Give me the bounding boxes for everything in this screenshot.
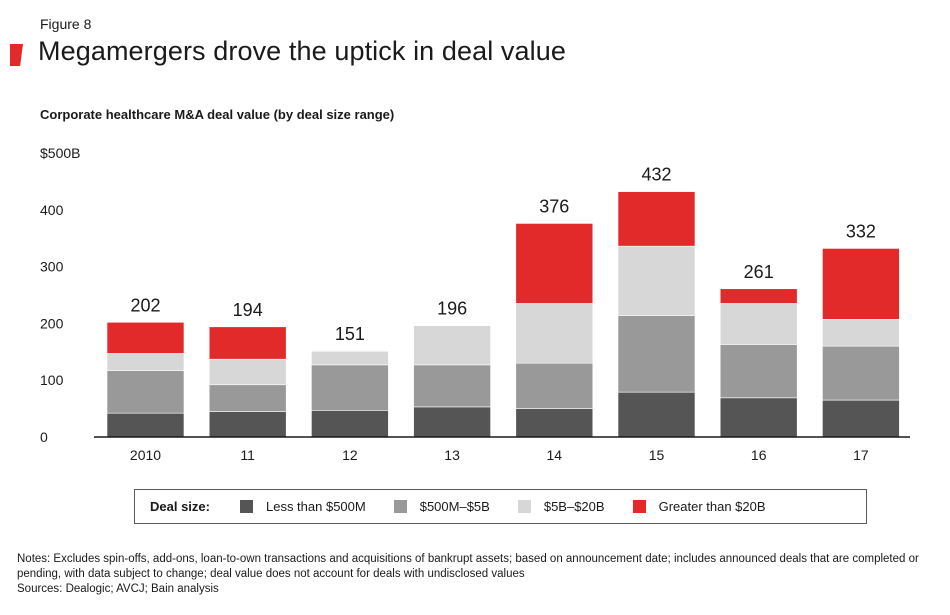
bar-segment-less-than-500m — [311, 410, 389, 438]
bain-flag-icon — [10, 44, 23, 66]
bar-segment-500m-5b — [413, 364, 491, 408]
bar-segment-less-than-500m — [719, 397, 798, 438]
bar-segment-greater-than-20b — [106, 321, 185, 354]
bar-segment-500m-5b — [719, 344, 798, 399]
legend-swatch-greater-than-20b — [632, 500, 646, 513]
notes: Notes: Excludes spin-offs, add-ons, loan… — [17, 552, 942, 597]
bar-segment-500m-5b — [822, 345, 900, 401]
bar-segment-greater-than-20b — [617, 191, 696, 247]
stacked-bar-chart: 0 100 200 300 400 $500B 202 2010 194 11 151 12 196 13… — [40, 145, 910, 463]
bar-segment-greater-than-20b — [208, 326, 287, 360]
bar-segment-less-than-500m — [413, 406, 491, 438]
legend-item-greater-than-20b: Greater than $20B — [632, 499, 766, 514]
bar-total-label: 196 — [437, 299, 467, 319]
legend-item-5b-20b: $5B–$20B — [517, 499, 605, 514]
bar-total-label: 261 — [744, 262, 774, 282]
bar-segment-500m-5b — [515, 362, 594, 409]
bar-total-label: 151 — [335, 324, 365, 344]
x-tick-label: 2010 — [130, 447, 161, 463]
y-tick-label: 200 — [40, 315, 64, 331]
y-tick-label: 100 — [40, 372, 64, 388]
bar-segment-5b-20b — [208, 358, 287, 386]
bar-segment-500m-5b — [617, 315, 696, 393]
legend-label-less-than-500m: Less than $500M — [265, 499, 366, 514]
bar-segment-greater-than-20b — [515, 223, 594, 304]
bar-segment-500m-5b — [311, 364, 389, 411]
bar-segment-less-than-500m — [617, 391, 696, 438]
bar-segment-500m-5b — [208, 384, 287, 412]
legend-swatch-500m-5b — [393, 500, 407, 513]
figure-label: Figure 8 — [40, 16, 92, 32]
bar-total-label: 432 — [641, 165, 671, 185]
bar-total-label: 202 — [130, 295, 160, 315]
bar-segment-less-than-500m — [822, 399, 900, 438]
bar-segment-5b-20b — [311, 350, 389, 366]
bar-segment-5b-20b — [822, 319, 900, 347]
y-tick-label: 300 — [40, 259, 64, 275]
bar-segment-greater-than-20b — [822, 248, 900, 320]
bar-segment-5b-20b — [106, 353, 185, 371]
bar-total-label: 332 — [846, 221, 876, 241]
x-tick-label: 17 — [853, 447, 869, 463]
x-tick-label: 14 — [547, 447, 563, 463]
notes-line-1: Notes: Excludes spin-offs, add-ons, loan… — [17, 553, 919, 565]
legend-swatch-5b-20b — [517, 500, 531, 513]
sources-line: Sources: Dealogic; AVCJ; Bain analysis — [17, 583, 219, 595]
legend-label-5b-20b: $5B–$20B — [543, 499, 605, 514]
x-tick-label: 12 — [342, 447, 358, 463]
bar-segment-5b-20b — [617, 245, 696, 316]
chart-title: Corporate healthcare M&A deal value (by … — [40, 107, 395, 122]
x-tick-label: 16 — [751, 447, 767, 463]
y-tick-label: 0 — [40, 429, 48, 445]
bar-total-label: 376 — [539, 196, 569, 216]
legend-title: Deal size: — [150, 499, 210, 514]
bar-segment-less-than-500m — [515, 408, 594, 438]
legend-item-less-than-500m: Less than $500M — [239, 499, 366, 514]
bar-segment-5b-20b — [719, 303, 798, 345]
y-tick-label: 400 — [40, 202, 64, 218]
bar-segment-less-than-500m — [106, 412, 185, 438]
bar-segment-greater-than-20b — [719, 288, 798, 304]
legend-label-greater-than-20b: Greater than $20B — [658, 499, 766, 514]
bar-segment-5b-20b — [515, 303, 594, 364]
legend: Deal size: Less than $500M $500M–$5B $5B… — [134, 489, 867, 524]
legend-item-500m-5b: $500M–$5B — [393, 499, 490, 514]
bar-total-label: 194 — [233, 300, 263, 320]
x-tick-label: 15 — [649, 447, 665, 463]
notes-line-2: pending, with data subject to change; de… — [17, 568, 525, 580]
bar-segment-5b-20b — [413, 325, 491, 366]
y-tick-label: $500B — [40, 145, 80, 161]
bar-segment-500m-5b — [106, 370, 185, 414]
x-tick-label: 11 — [240, 447, 255, 463]
legend-swatch-less-than-500m — [239, 500, 253, 513]
legend-label-500m-5b: $500M–$5B — [419, 499, 490, 514]
bar-segment-less-than-500m — [208, 411, 287, 438]
page-title: Megamergers drove the uptick in deal val… — [38, 36, 566, 66]
x-tick-label: 13 — [444, 447, 460, 463]
